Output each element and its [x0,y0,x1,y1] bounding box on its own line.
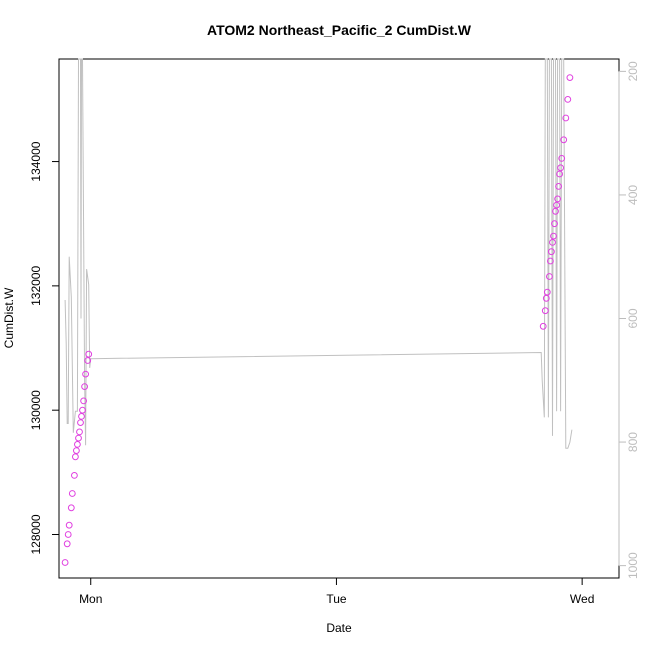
data-point [77,419,84,427]
data-point [64,531,72,538]
data-point [550,232,557,240]
left-axis: 128000 130000 132000 134000 [29,141,60,555]
data-point [555,183,562,190]
data-point [551,220,558,228]
data-point [68,490,76,497]
left-tick-label: 128000 [29,514,43,554]
x-axis-label: Date [326,621,352,635]
chart-title: ATOM2 Northeast_Pacific_2 CumDist.W [207,22,472,38]
data-point [63,540,71,548]
data-point [84,357,92,364]
data-point [79,406,86,414]
data-point [564,96,572,103]
data-point [76,428,83,436]
left-tick-label: 134000 [29,141,43,181]
data-point [549,239,556,246]
bottom-tick-label: Mon [79,592,102,606]
data-point [562,114,570,122]
data-point [554,195,561,203]
data-point [560,136,568,144]
left-tick-label: 132000 [29,266,43,306]
data-point [546,273,553,280]
bottom-tick-label: Wed [570,592,594,606]
data-point [543,288,551,296]
bottom-tick-label: Tue [326,592,347,606]
right-axis: 200 400 600 800 1000 [618,61,640,579]
data-point [547,257,554,265]
data-point [73,447,80,455]
right-tick-label: 400 [626,185,640,205]
left-tick-label: 130000 [29,390,43,430]
secondary-line-series [64,58,573,449]
data-point [61,559,69,566]
right-tick-label: 600 [626,308,640,328]
data-point [85,350,93,358]
data-point [80,397,87,405]
data-point [78,413,85,420]
plot-frame [58,58,620,579]
data-point [74,441,81,448]
data-point [82,370,89,378]
data-point [539,322,547,330]
right-tick-label: 800 [626,432,640,452]
data-point [72,453,79,461]
data-point [557,164,564,172]
bottom-axis: Mon Tue Wed [79,577,594,606]
data-point [67,504,75,512]
data-point [558,155,566,162]
data-point [71,472,78,479]
secondary-line-path [64,58,573,449]
data-point [548,248,555,256]
right-tick-label: 200 [626,61,640,81]
data-point [553,201,560,209]
data-point [75,434,82,442]
data-point [566,74,574,81]
data-point [541,307,549,315]
points-series [61,74,574,566]
right-tick-label: 1000 [626,552,640,579]
data-point [552,207,559,215]
data-point [556,170,563,178]
data-point [81,383,88,391]
y-axis-label: CumDist.W [2,287,16,348]
data-point [542,294,550,302]
data-point [65,521,73,529]
